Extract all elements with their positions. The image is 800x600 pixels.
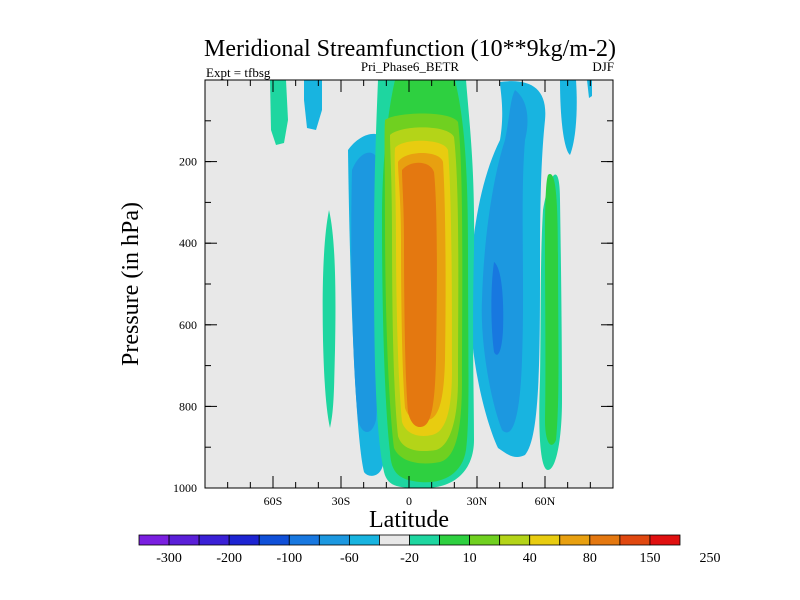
expt-label: Expt = tfbsg — [206, 65, 271, 80]
contour-fill — [322, 210, 336, 428]
colorbar-swatch — [288, 534, 320, 546]
colorbar-label: -300 — [156, 551, 182, 566]
y-tick-label: 400 — [179, 236, 197, 250]
case-label: Pri_Phase6_BETR — [361, 59, 460, 74]
colorbar-swatch — [439, 534, 471, 546]
colorbar-label: 10 — [463, 551, 477, 566]
x-tick-label: 60N — [535, 494, 556, 508]
colorbar-swatch — [469, 534, 501, 546]
colorbar-label: 40 — [523, 551, 537, 566]
x-tick-label: 30S — [332, 494, 351, 508]
contour-fill — [304, 80, 322, 130]
colorbar-swatch — [168, 534, 200, 546]
contour-fill — [481, 90, 528, 433]
y-axis-label: Pressure (in hPa) — [118, 202, 144, 366]
colorbar-swatch — [649, 534, 681, 546]
colorbar-label: -100 — [276, 551, 302, 566]
colorbar-swatch — [318, 534, 350, 546]
colorbar-swatch — [258, 534, 290, 546]
colorbar-label: 150 — [639, 551, 660, 566]
colorbar-label: 250 — [700, 551, 721, 566]
x-tick-label: 0 — [406, 494, 412, 508]
y-tick-label: 1000 — [173, 481, 197, 495]
contour-fill — [270, 80, 288, 145]
contour-fill — [560, 80, 577, 155]
colorbar-swatch — [379, 534, 410, 546]
y-tick-label: 600 — [179, 318, 197, 332]
colorbar-swatch — [499, 534, 531, 546]
colorbar-label: -200 — [216, 551, 242, 566]
colorbar-swatch — [409, 534, 440, 546]
colorbar-label: -20 — [400, 551, 419, 566]
colorbar-swatch — [619, 534, 651, 546]
contour-fill — [351, 152, 380, 432]
colorbar-swatch — [559, 534, 591, 546]
y-tick-label: 200 — [179, 155, 197, 169]
colorbar-label: 80 — [583, 551, 597, 566]
chart-title: Meridional Streamfunction (10**9kg/m-2) — [204, 36, 616, 62]
colorbar-swatch — [589, 534, 621, 546]
x-tick-label: 30N — [467, 494, 488, 508]
contour-fill — [402, 162, 437, 428]
x-axis-label: Latitude — [369, 507, 449, 533]
colorbar-swatch — [228, 534, 260, 546]
contour-fills — [270, 80, 592, 488]
axis-ticks: 60S 30S 0 30N 60N 200 400 600 800 1000 — [173, 80, 613, 508]
colorbar-swatch — [529, 534, 561, 546]
season-label: DJF — [592, 59, 614, 74]
colorbar-swatch — [198, 534, 230, 546]
contour-fill — [491, 262, 504, 355]
colorbar-swatch — [138, 534, 170, 546]
x-tick-label: 60S — [264, 494, 283, 508]
colorbar: -300 -200 -100 -60 -20 10 40 80 150 250 — [138, 534, 721, 566]
y-tick-label: 800 — [179, 399, 197, 413]
colorbar-swatch — [348, 534, 380, 546]
contour-fill — [545, 174, 559, 445]
colorbar-label: -60 — [340, 551, 359, 566]
